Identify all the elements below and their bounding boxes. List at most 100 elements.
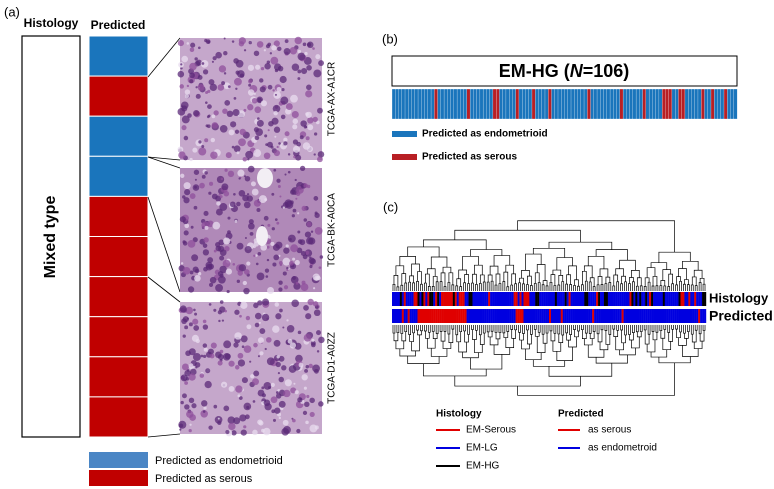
prediction-block xyxy=(88,155,149,197)
histology-cell xyxy=(621,292,624,306)
prediction-block xyxy=(88,195,149,237)
predicted-cell xyxy=(435,309,438,323)
histology-cell xyxy=(488,292,491,306)
tissue-texture xyxy=(202,69,209,75)
tissue-texture xyxy=(304,401,310,408)
predicted-cell xyxy=(545,309,548,323)
tissue-texture xyxy=(202,243,208,248)
histology-cell xyxy=(519,292,522,306)
strip-cell xyxy=(512,88,517,120)
histology-cell xyxy=(680,292,683,306)
predicted-cell xyxy=(543,309,546,323)
tissue-texture xyxy=(274,135,277,138)
tissue-texture xyxy=(182,393,187,399)
tissue-texture xyxy=(225,268,232,275)
tissue-texture xyxy=(225,152,232,159)
strip-cell xyxy=(522,88,526,120)
tissue-texture xyxy=(189,79,194,84)
tissue-texture xyxy=(239,314,242,318)
tissue-texture xyxy=(307,298,314,306)
tissue-texture xyxy=(219,349,224,354)
tissue-texture xyxy=(203,266,208,272)
tissue-texture xyxy=(264,198,268,202)
predicted-cell xyxy=(580,309,583,323)
strip-cell xyxy=(678,88,683,120)
tissue-texture xyxy=(212,221,221,230)
predicted-cell xyxy=(411,309,414,323)
tissue-texture xyxy=(267,386,271,390)
tissue-texture xyxy=(258,420,264,426)
histology-cell xyxy=(429,292,432,306)
predicted-cell xyxy=(613,309,616,323)
predicted-cell xyxy=(601,309,605,323)
tissue-texture xyxy=(287,338,293,344)
tissue-texture xyxy=(191,403,197,409)
predicted-cell xyxy=(549,309,552,323)
predicted-cell xyxy=(478,309,481,323)
tissue-texture xyxy=(219,249,227,256)
tissue-texture xyxy=(278,376,285,383)
strip-cell xyxy=(391,88,396,120)
tissue-texture xyxy=(203,406,207,410)
tissue-texture xyxy=(248,219,254,225)
prediction-block xyxy=(88,396,149,438)
tissue-texture xyxy=(309,256,312,259)
strip-cell xyxy=(587,88,591,120)
predicted-cell xyxy=(407,309,410,323)
legend-label: EM-LG xyxy=(466,443,498,454)
predicted-cell xyxy=(564,309,567,323)
histology-cell xyxy=(617,292,620,306)
predicted-cell xyxy=(513,309,516,323)
histology-cell xyxy=(550,292,554,306)
tissue-texture xyxy=(251,188,259,196)
histology-cell xyxy=(670,292,673,306)
predicted-cell xyxy=(460,309,463,323)
tissue-texture xyxy=(194,178,197,181)
predicted-cell xyxy=(598,309,601,323)
predicted-cell xyxy=(605,309,609,323)
histology-cell xyxy=(494,292,497,306)
histology-cell xyxy=(446,292,450,306)
tissue-texture xyxy=(267,129,270,132)
predicted-cell xyxy=(592,309,595,323)
tissue-texture xyxy=(314,425,319,430)
tissue-texture xyxy=(194,185,197,189)
histology-cell xyxy=(637,292,640,306)
predicted-cell xyxy=(578,309,581,323)
tissue-texture xyxy=(277,185,281,189)
tissue-texture xyxy=(275,361,281,368)
tissue-texture xyxy=(248,83,252,87)
tissue-texture xyxy=(253,254,256,258)
tissue-texture xyxy=(243,108,247,112)
tissue-texture xyxy=(221,81,226,86)
predicted-cell xyxy=(688,309,691,323)
strip-cell xyxy=(596,88,601,120)
strip-cell xyxy=(704,88,709,120)
tissue-texture xyxy=(184,381,188,385)
histology-cell xyxy=(486,292,489,306)
histology-cell xyxy=(511,292,514,306)
tissue-texture xyxy=(226,110,234,118)
tissue-texture xyxy=(189,62,197,71)
strip-cell xyxy=(447,88,452,120)
predicted-cell xyxy=(525,309,528,323)
tissue-texture xyxy=(296,141,301,147)
histology-cell xyxy=(507,292,510,306)
tissue-texture xyxy=(266,357,275,366)
tissue-texture xyxy=(180,173,185,178)
strip-cell xyxy=(395,88,399,120)
histology-cell xyxy=(578,292,581,306)
tissue-texture xyxy=(272,418,277,422)
strip-cell xyxy=(463,88,468,120)
tissue-texture xyxy=(202,249,210,256)
tissue-texture xyxy=(289,238,292,241)
strip-cell xyxy=(492,88,497,120)
tissue-texture xyxy=(249,231,254,236)
tissue-texture xyxy=(317,107,323,114)
lumen xyxy=(257,168,273,188)
panel-label: (b) xyxy=(382,31,398,46)
tissue-texture xyxy=(217,310,223,315)
tissue-texture xyxy=(211,122,219,129)
predicted-cell xyxy=(425,309,428,323)
strip-cell xyxy=(697,88,702,120)
